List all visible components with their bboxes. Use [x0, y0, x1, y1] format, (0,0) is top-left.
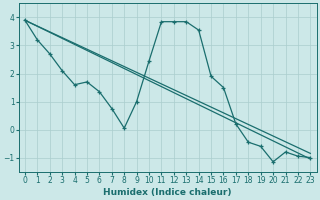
X-axis label: Humidex (Indice chaleur): Humidex (Indice chaleur) — [103, 188, 232, 197]
